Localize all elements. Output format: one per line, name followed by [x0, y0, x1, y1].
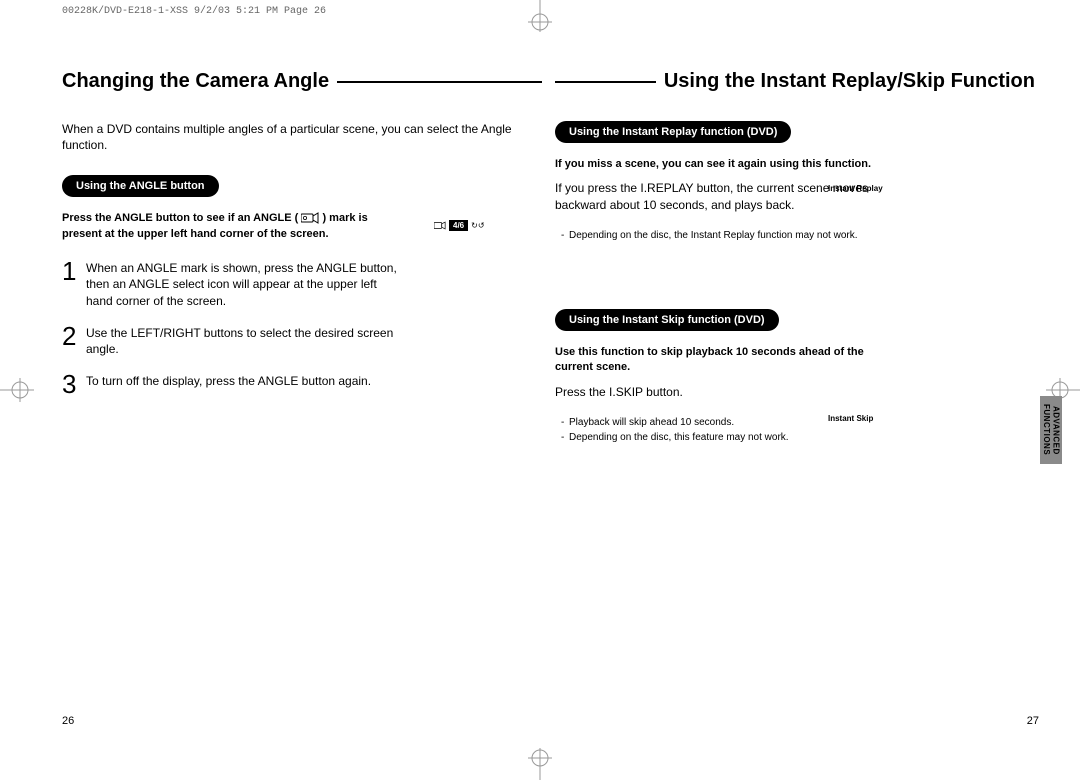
page-number-left: 26 [62, 715, 74, 727]
angle-rotate-icon: ↻↺ [471, 221, 484, 230]
page-title: Changing the Camera Angle [62, 70, 329, 93]
bold-pre: Press the ANGLE button to see if an ANGL… [62, 212, 298, 224]
crop-mark-left [0, 373, 34, 407]
side-label-skip: Instant Skip [828, 414, 873, 423]
angle-badge-text: 4/6 [449, 220, 468, 231]
crop-mark-bottom [518, 748, 562, 780]
angle-badge: 4/6 ↻↺ [434, 220, 485, 231]
bold-instruction: Press the ANGLE button to see if an ANGL… [62, 211, 402, 242]
step-text: When an ANGLE mark is shown, press the A… [86, 258, 402, 309]
note-line: Depending on the disc, this feature may … [569, 430, 789, 445]
step-text: To turn off the display, press the ANGLE… [86, 371, 371, 389]
section-tab: ADVANCED FUNCTIONS [1040, 396, 1062, 464]
tab-line1: ADVANCED [1052, 406, 1061, 455]
title-rule [555, 81, 656, 83]
side-label-replay: Instant Replay [828, 184, 883, 193]
title-rule [337, 81, 542, 83]
title-row-left: Changing the Camera Angle [62, 70, 542, 93]
section-tab-text: ADVANCED FUNCTIONS [1041, 404, 1060, 455]
step-number: 3 [62, 371, 80, 397]
step-number: 1 [62, 258, 80, 284]
page-right: Using the Instant Replay/Skip Function U… [555, 70, 1035, 475]
section-pill-skip: Using the Instant Skip function (DVD) [555, 309, 779, 331]
notes-replay: -Depending on the disc, the Instant Repl… [555, 228, 895, 243]
section-pill-angle: Using the ANGLE button [62, 175, 219, 197]
step-1: 1 When an ANGLE mark is shown, press the… [62, 258, 402, 309]
crop-mark-top [518, 0, 562, 32]
camera-mini-icon [434, 221, 446, 230]
bold-instruction: If you miss a scene, you can see it agai… [555, 157, 895, 172]
intro-text: When a DVD contains multiple angles of a… [62, 121, 542, 153]
note-line: Playback will skip ahead 10 seconds. [569, 415, 789, 430]
body-text: Press the I.SKIP button. [555, 384, 895, 401]
page-left: Changing the Camera Angle When a DVD con… [62, 70, 542, 411]
page-title: Using the Instant Replay/Skip Function [664, 70, 1035, 93]
step-number: 2 [62, 323, 80, 349]
note-line: Depending on the disc, the Instant Repla… [569, 228, 858, 243]
title-row-right: Using the Instant Replay/Skip Function [555, 70, 1035, 93]
camera-icon [301, 212, 319, 224]
step-text: Use the LEFT/RIGHT buttons to select the… [86, 323, 402, 357]
tab-line2: FUNCTIONS [1042, 404, 1051, 455]
page-number-right: 27 [1027, 715, 1039, 727]
step-3: 3 To turn off the display, press the ANG… [62, 371, 402, 397]
print-header: 00228K/DVD-E218-1-XSS 9/2/03 5:21 PM Pag… [62, 6, 326, 17]
bold-instruction: Use this function to skip playback 10 se… [555, 345, 895, 376]
section-pill-replay: Using the Instant Replay function (DVD) [555, 121, 791, 143]
step-2: 2 Use the LEFT/RIGHT buttons to select t… [62, 323, 402, 357]
